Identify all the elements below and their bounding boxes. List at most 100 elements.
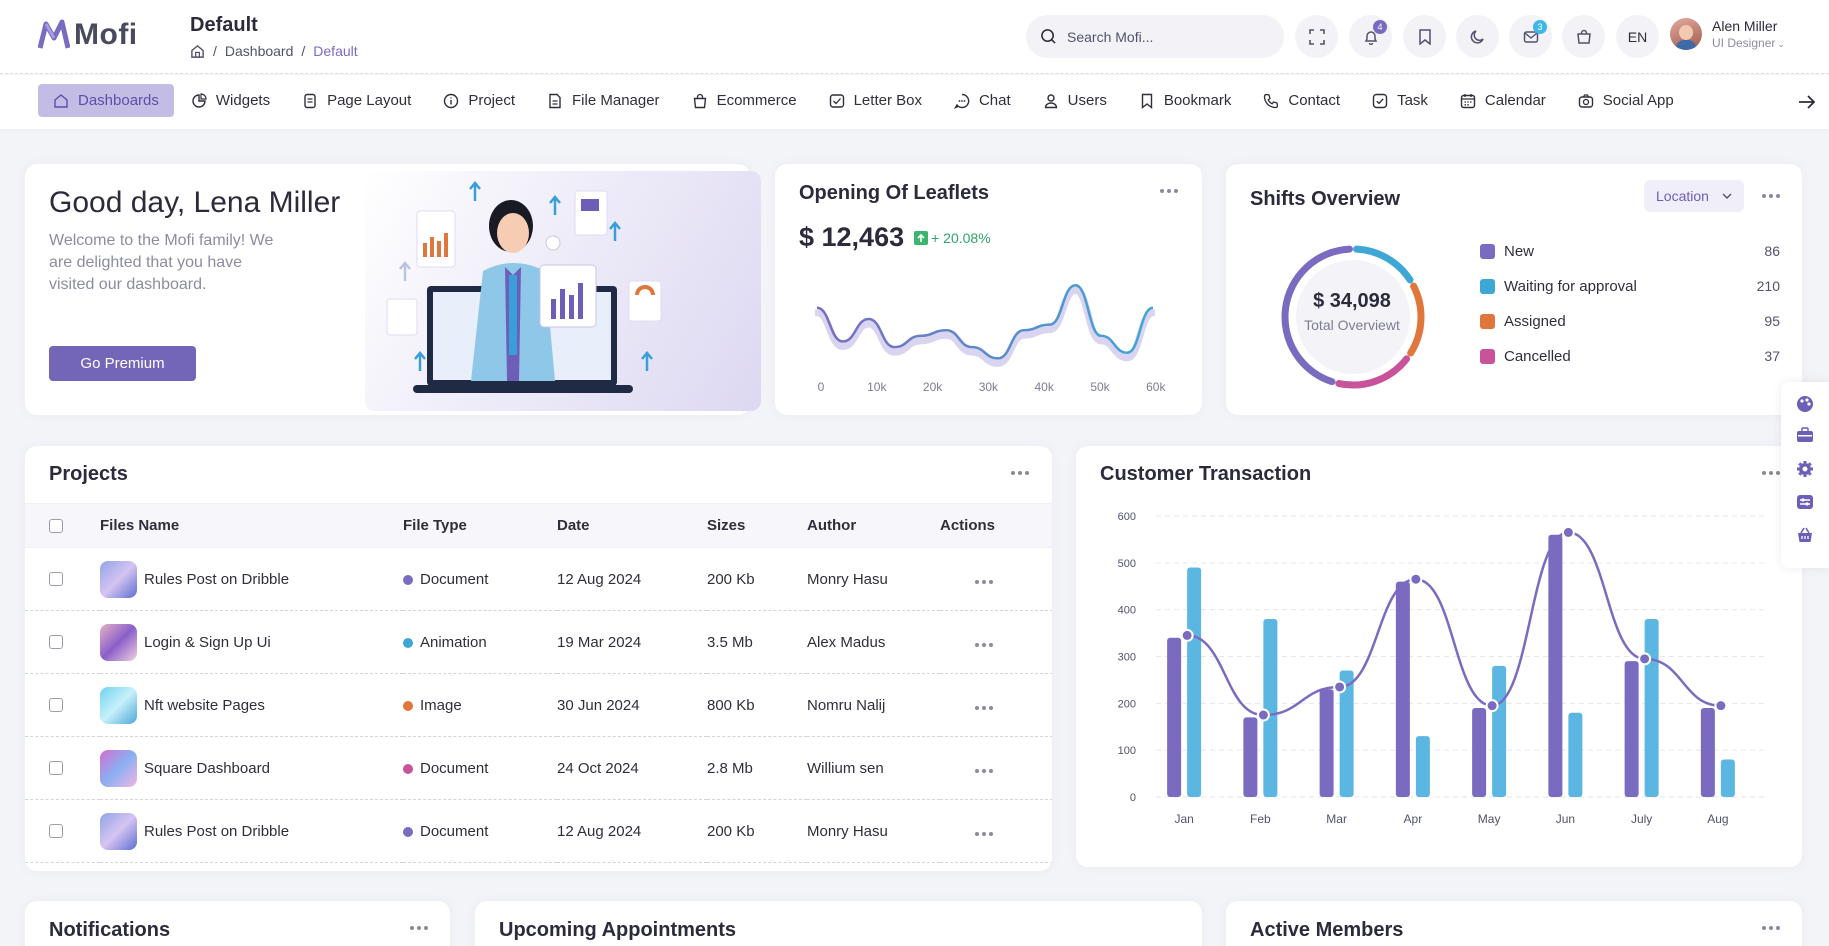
dark-mode-button[interactable] (1456, 15, 1499, 58)
customer-transaction-chart: 0 100 200 300 400 500 600 Jan Feb Mar Apr May Jun Jul… (1118, 511, 1766, 826)
nav-item-task[interactable]: Task (1357, 84, 1443, 117)
x-axis-tick-label: July (1631, 812, 1652, 826)
more-options-icon[interactable] (1762, 926, 1780, 930)
file-type: Document (420, 822, 489, 840)
home-icon[interactable] (190, 44, 205, 59)
nav-item-file-manager[interactable]: File Manager (532, 84, 675, 117)
file-date: 30 Jun 2024 (557, 673, 707, 737)
row-checkbox[interactable] (49, 761, 63, 775)
page-heading: Default / Dashboard / Default (190, 14, 358, 59)
row-checkbox[interactable] (49, 824, 63, 838)
nav-item-page-layout[interactable]: Page Layout (287, 84, 426, 117)
nav-item-calendar[interactable]: Calendar (1445, 84, 1561, 117)
row-checkbox[interactable] (49, 572, 63, 586)
user-profile[interactable]: Alen Miller UI Designer ⌄ (1670, 18, 1785, 50)
table-row[interactable]: Square Dashboard Document 24 Oct 2024 2.… (25, 736, 1052, 800)
nav-item-label: Bookmark (1163, 92, 1232, 109)
file-type-dot (403, 700, 413, 711)
x-axis-tick-label: May (1478, 812, 1501, 826)
bell-icon (1364, 30, 1377, 45)
table-row[interactable]: Rules Post on Dribble Document 12 Aug 20… (25, 799, 1052, 863)
x-axis-tick-label: 60k (1146, 380, 1166, 394)
customizer-toolbar (1781, 382, 1829, 568)
file-type: Document (420, 570, 489, 588)
file-author: Nomru Nalij (807, 673, 940, 737)
nav-item-project[interactable]: Project (428, 84, 530, 117)
file-type: Animation (420, 633, 487, 651)
row-actions-icon[interactable] (975, 705, 993, 710)
bar-series-1 (1700, 708, 1715, 797)
gear-icon[interactable] (1796, 460, 1814, 478)
trend-value: + 20.08% (931, 229, 991, 246)
file-name-cell: Nft website Pages (100, 686, 403, 724)
nav-item-ecommerce[interactable]: Ecommerce (677, 84, 812, 117)
nav-item-social-app[interactable]: Social App (1563, 84, 1689, 117)
row-actions-icon[interactable] (975, 642, 993, 647)
more-options-icon[interactable] (410, 926, 428, 930)
palette-icon[interactable] (1796, 395, 1814, 413)
search-box[interactable] (1026, 15, 1284, 58)
notifications-button[interactable]: 4 (1349, 15, 1392, 58)
nav-item-widgets[interactable]: Widgets (176, 84, 285, 117)
sparkline-line (816, 283, 1154, 360)
row-actions-icon[interactable] (975, 579, 993, 584)
nav-item-letter-box[interactable]: Letter Box (814, 84, 937, 117)
cart-button[interactable] (1562, 15, 1605, 58)
select-all-checkbox[interactable] (49, 518, 63, 533)
file-name-cell: Square Dashboard (100, 749, 403, 787)
bar-series-2 (1492, 665, 1507, 797)
row-checkbox[interactable] (49, 698, 63, 712)
donut-center: $ 34,098 Total Overviewt (1282, 290, 1422, 333)
more-options-icon[interactable] (1011, 471, 1029, 475)
go-premium-button[interactable]: Go Premium (49, 346, 196, 381)
location-select-value: Location (1656, 188, 1709, 204)
briefcase-icon[interactable] (1796, 426, 1814, 444)
card-title: Upcoming Appointments (499, 919, 737, 941)
bar-series-2 (1339, 670, 1354, 797)
donut-segment (1335, 355, 1411, 389)
sliders-icon[interactable] (1796, 493, 1814, 511)
nav-item-contact[interactable]: Contact (1248, 84, 1355, 117)
bar-series-1 (1395, 581, 1410, 797)
more-options-icon[interactable] (1762, 194, 1780, 198)
legend-item: Waiting for approval 210 (1480, 276, 1780, 296)
messages-button[interactable]: 3 (1509, 15, 1552, 58)
app-logo[interactable]: Mofi (38, 18, 138, 52)
logo-text: Mofi (74, 18, 138, 51)
nav-item-bookmark[interactable]: Bookmark (1124, 84, 1247, 117)
file-name-cell: Rules Post on Dribble (100, 812, 403, 850)
file-thumbnail (100, 812, 137, 850)
legend-item: Cancelled 37 (1480, 346, 1780, 366)
table-row[interactable]: Nft website Pages Image 30 Jun 2024 800 … (25, 673, 1052, 737)
nav-item-chat[interactable]: Chat (939, 84, 1026, 117)
location-select[interactable]: Location (1644, 180, 1744, 212)
language-button[interactable]: EN (1616, 15, 1659, 58)
active-members-card: Active Members (1226, 901, 1802, 946)
bar-series-1 (1243, 717, 1258, 797)
legend-count: 37 (1764, 348, 1780, 364)
camera-icon (1578, 93, 1593, 108)
nav-item-dashboards[interactable]: Dashboards (38, 84, 174, 117)
row-checkbox[interactable] (49, 635, 63, 649)
file-date: 12 Aug 2024 (557, 799, 707, 863)
nav-item-users[interactable]: Users (1028, 84, 1122, 117)
card-title: Opening Of Leaflets (799, 182, 990, 204)
arrow-right-icon[interactable] (1797, 92, 1817, 112)
fullscreen-button[interactable] (1295, 15, 1338, 58)
search-input[interactable] (1067, 28, 1267, 45)
arrow-up-icon (914, 230, 929, 245)
trend-indicator: + 20.08% (914, 230, 991, 246)
row-actions-icon[interactable] (975, 831, 993, 836)
column-header: Sizes (707, 503, 807, 548)
bar-series-2 (1415, 736, 1430, 797)
table-row[interactable]: Login & Sign Up Ui Animation 19 Mar 2024… (25, 610, 1052, 674)
more-options-icon[interactable] (1762, 471, 1780, 475)
bookmark-button[interactable] (1403, 15, 1446, 58)
column-header: Actions (940, 503, 1052, 548)
shopping-basket-icon[interactable] (1796, 526, 1814, 544)
table-row[interactable]: Rules Post on Dribble Document 12 Aug 20… (25, 547, 1052, 611)
more-options-icon[interactable] (1160, 189, 1178, 193)
row-actions-icon[interactable] (975, 768, 993, 773)
language-label: EN (1627, 28, 1648, 45)
breadcrumb-dashboard[interactable]: Dashboard (224, 43, 294, 59)
